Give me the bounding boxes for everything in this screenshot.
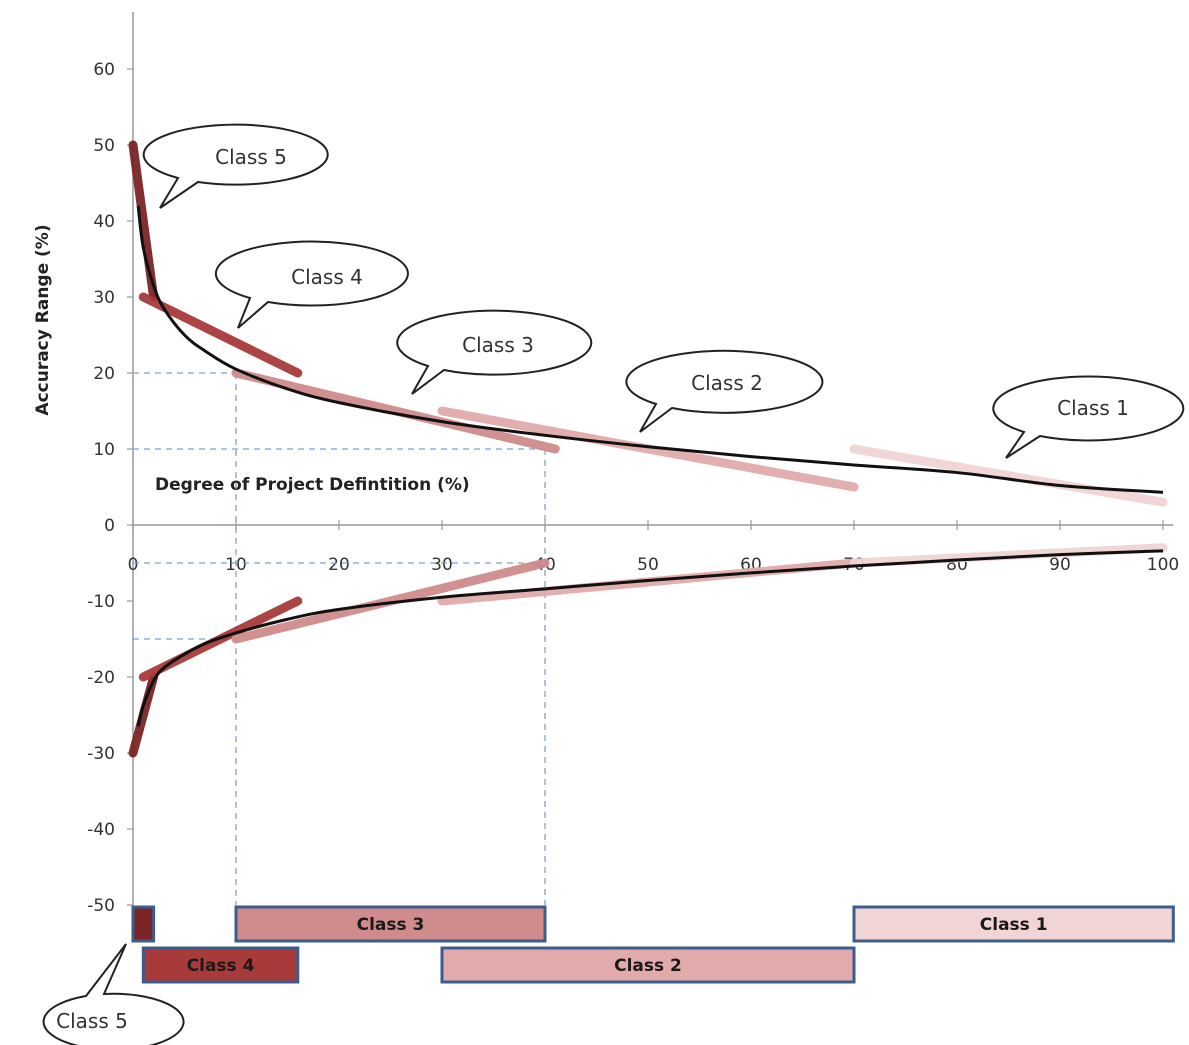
x-tick-label: 0 [128,555,139,575]
y-tick-label: 20 [93,364,115,384]
y-tick-label: 10 [93,440,115,460]
class-4-band-label: Class 4 [187,956,255,976]
x-tick-label: 30 [431,555,453,575]
class-3-lower-range-line [231,558,550,644]
x-tick-label: 20 [328,555,350,575]
callout-class2: Class 2 [625,349,824,433]
callout-class5-bottom-label: Class 5 [56,1009,128,1033]
class-1-band-label: Class 1 [980,915,1048,935]
callout-class4: Class 4 [214,240,409,329]
callout-class5-top-bubble [142,123,329,209]
callout-class2-label: Class 2 [691,371,763,395]
class-4-upper-range-line [138,292,303,378]
class-1-band [852,905,1175,943]
callout-class3: Class 3 [396,309,593,395]
y-tick-label: -10 [87,592,115,612]
callout-class3-label: Class 3 [462,333,534,357]
x-tick-label: 100 [1147,555,1179,575]
callout-class1-label: Class 1 [1057,396,1129,420]
callout-class1-bubble [992,375,1185,459]
fit-curve-upper [136,205,1164,494]
y-tick-label: 50 [93,136,115,156]
class-3-band [234,905,547,943]
class-3-upper-range-line [231,368,560,454]
x-tick-label: 50 [637,555,659,575]
callout-class1: Class 1 [992,375,1185,459]
fit-curve-lower [136,549,1164,727]
y-tick-label: -50 [87,896,115,916]
y-axis-title: Accuracy Range (%) [33,224,53,415]
y-tick-label: 0 [104,516,115,536]
class-1-upper-range-line [849,444,1168,507]
callout-class5-bottom-bubble [42,943,185,1045]
callout-class4-bubble [214,240,409,329]
class-5-band [131,905,156,943]
y-tick-label: -30 [87,744,115,764]
x-tick-label: 90 [1049,555,1071,575]
callout-class5-bottom: Class 5 [42,943,185,1045]
x-axis-title: Degree of Project Defintition (%) [155,475,470,495]
y-tick-label: 40 [93,212,115,232]
callout-class2-bubble [625,349,824,433]
class-4-band [141,946,300,984]
class-2-band [440,946,856,984]
callout-class4-label: Class 4 [291,265,363,289]
class-2-band-label: Class 2 [614,956,682,976]
y-tick-label: -40 [87,820,115,840]
class-2-upper-range-line [437,406,859,492]
class-3-band-label: Class 3 [357,915,425,935]
class-1-lower-range-line [849,543,1168,568]
callout-class3-bubble [396,309,593,395]
y-tick-label: 30 [93,288,115,308]
y-tick-label: -20 [87,668,115,688]
y-tick-label: 60 [93,60,115,80]
callout-class5-top-label: Class 5 [215,145,287,169]
callout-class5-top: Class 5 [142,123,329,209]
